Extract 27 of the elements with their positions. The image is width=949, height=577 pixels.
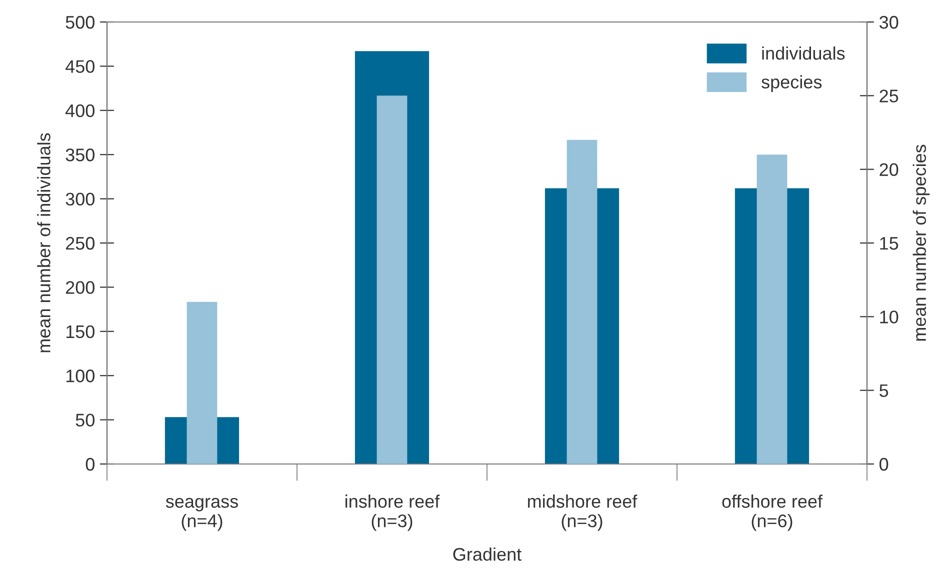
y2-axis-title: mean number of species (912, 144, 930, 341)
x-tick-label: midshore reef (n=3) (528, 494, 638, 531)
y-tick-label: 0 (86, 458, 94, 471)
legend-label: individuals (762, 46, 845, 60)
x-tick-label: seagrass (n=4) (166, 498, 238, 531)
y-tick-label: 150 (66, 325, 94, 338)
x-axis-title: Gradient (453, 548, 522, 561)
y-tick-label: 400 (65, 104, 94, 118)
y2-tick-label: 5 (880, 384, 888, 398)
y2-tick-label: 25 (880, 90, 898, 102)
y-tick-label: 300 (66, 192, 94, 206)
y-tick-label: 500 (66, 16, 94, 29)
y2-tick-label: 10 (880, 310, 898, 324)
y-tick-label: 250 (66, 236, 94, 250)
y2-tick-label: 0 (880, 458, 888, 471)
y2-tick-label: 20 (880, 163, 898, 176)
y-tick-label: 200 (66, 281, 94, 294)
legend-label: species (762, 75, 822, 92)
y-axis-title: mean number of individuals (37, 133, 50, 352)
y-tick-label: 450 (65, 60, 94, 73)
y-tick-label: 350 (66, 148, 94, 162)
x-tick-label: inshore reef (n=3) (346, 494, 440, 531)
y-tick-label: 50 (76, 414, 94, 427)
y-tick-label: 100 (66, 370, 94, 382)
y2-tick-label: 30 (879, 16, 898, 29)
x-tick-label: offshore reef (n=6) (722, 494, 823, 531)
y2-tick-label: 15 (880, 237, 898, 250)
